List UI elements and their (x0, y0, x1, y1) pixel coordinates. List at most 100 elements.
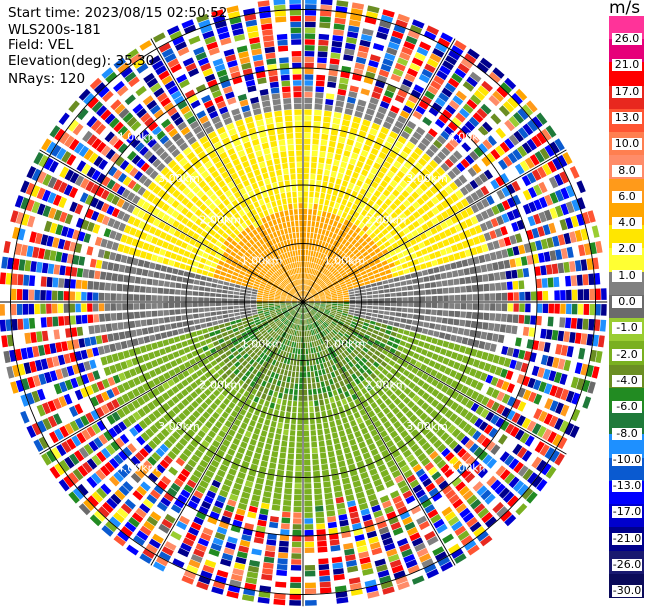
velocity-gate (309, 342, 313, 348)
velocity-gate (308, 298, 314, 301)
velocity-gate (512, 208, 521, 219)
velocity-gate (162, 339, 170, 347)
velocity-gate (324, 279, 330, 284)
velocity-gate (394, 120, 404, 130)
velocity-gate (472, 163, 482, 174)
velocity-gate (182, 277, 189, 283)
velocity-gate (326, 152, 334, 159)
velocity-gate (406, 526, 418, 536)
velocity-gate (282, 435, 288, 441)
velocity-gate (133, 218, 141, 228)
velocity-gate (159, 443, 169, 453)
velocity-gate (441, 146, 451, 157)
velocity-gate (225, 406, 233, 414)
velocity-gate (467, 544, 480, 556)
velocity-gate (36, 261, 43, 273)
velocity-gate (320, 139, 328, 146)
velocity-gate (304, 39, 315, 45)
velocity-gate (383, 141, 393, 150)
velocity-gate (315, 285, 320, 291)
velocity-gate (420, 363, 428, 372)
velocity-gate (256, 350, 263, 356)
velocity-gate (565, 201, 575, 214)
velocity-gate (407, 400, 415, 409)
velocity-gate (415, 468, 426, 478)
velocity-gate (200, 402, 209, 410)
velocity-gate (358, 551, 370, 559)
velocity-gate (332, 220, 338, 227)
velocity-gate (46, 235, 54, 247)
velocity-gate (348, 361, 354, 368)
velocity-gate (283, 429, 289, 436)
velocity-gate (455, 90, 467, 101)
velocity-gate (225, 473, 235, 482)
velocity-gate (557, 358, 566, 370)
velocity-gate (216, 526, 228, 535)
velocity-gate (330, 322, 336, 328)
velocity-gate (312, 316, 317, 322)
velocity-gate (436, 288, 443, 294)
velocity-gate (345, 494, 355, 502)
velocity-gate (270, 331, 276, 337)
velocity-gate (221, 552, 234, 561)
velocity-gate (197, 444, 207, 453)
velocity-gate (303, 424, 309, 431)
velocity-gate (298, 325, 301, 331)
velocity-gate (369, 337, 376, 343)
velocity-gate (453, 361, 461, 370)
velocity-gate (218, 323, 225, 329)
velocity-gate (367, 247, 374, 254)
velocity-gate (316, 312, 322, 317)
velocity-gate (243, 276, 250, 281)
velocity-gate (360, 562, 373, 570)
velocity-gate (569, 332, 576, 343)
velocity-gate (328, 325, 333, 331)
velocity-gate (75, 291, 81, 301)
velocity-gate (331, 295, 338, 298)
velocity-gate (46, 316, 53, 328)
velocity-gate (96, 451, 107, 463)
velocity-gate (488, 427, 498, 438)
velocity-gate (377, 411, 385, 419)
velocity-gate (333, 485, 342, 492)
velocity-gate (324, 309, 331, 313)
velocity-gate (350, 177, 357, 185)
velocity-gate (212, 340, 220, 347)
velocity-gate (475, 405, 485, 416)
velocity-gate (351, 366, 358, 373)
velocity-gate (307, 226, 311, 233)
velocity-gate (270, 338, 276, 344)
velocity-gate (373, 385, 381, 392)
velocity-gate (241, 267, 247, 273)
velocity-gate (425, 148, 435, 158)
velocity-gate (341, 238, 347, 245)
velocity-gate (454, 68, 467, 79)
velocity-gate (337, 387, 343, 395)
velocity-gate (304, 115, 312, 121)
velocity-gate (287, 294, 293, 298)
velocity-gate (119, 433, 130, 444)
velocity-gate (395, 287, 402, 292)
velocity-gate (159, 324, 166, 332)
velocity-gate (335, 363, 341, 370)
velocity-gate (304, 21, 316, 28)
velocity-gate (148, 351, 156, 360)
velocity-gate (589, 304, 595, 316)
velocity-gate (292, 297, 298, 300)
velocity-gate (339, 131, 348, 138)
velocity-gate (411, 320, 418, 326)
velocity-gate (385, 207, 393, 215)
velocity-gate (495, 282, 502, 291)
velocity-gate (388, 516, 399, 525)
velocity-gate (143, 520, 155, 532)
velocity-gate (366, 291, 373, 295)
velocity-gate (444, 436, 454, 446)
velocity-gate (264, 400, 270, 407)
velocity-gate (474, 265, 482, 274)
velocity-gate (304, 547, 315, 553)
velocity-gate (326, 361, 331, 367)
velocity-gate (335, 11, 347, 19)
velocity-gate (507, 292, 514, 301)
velocity-gate (373, 434, 381, 442)
velocity-gate (177, 494, 188, 504)
